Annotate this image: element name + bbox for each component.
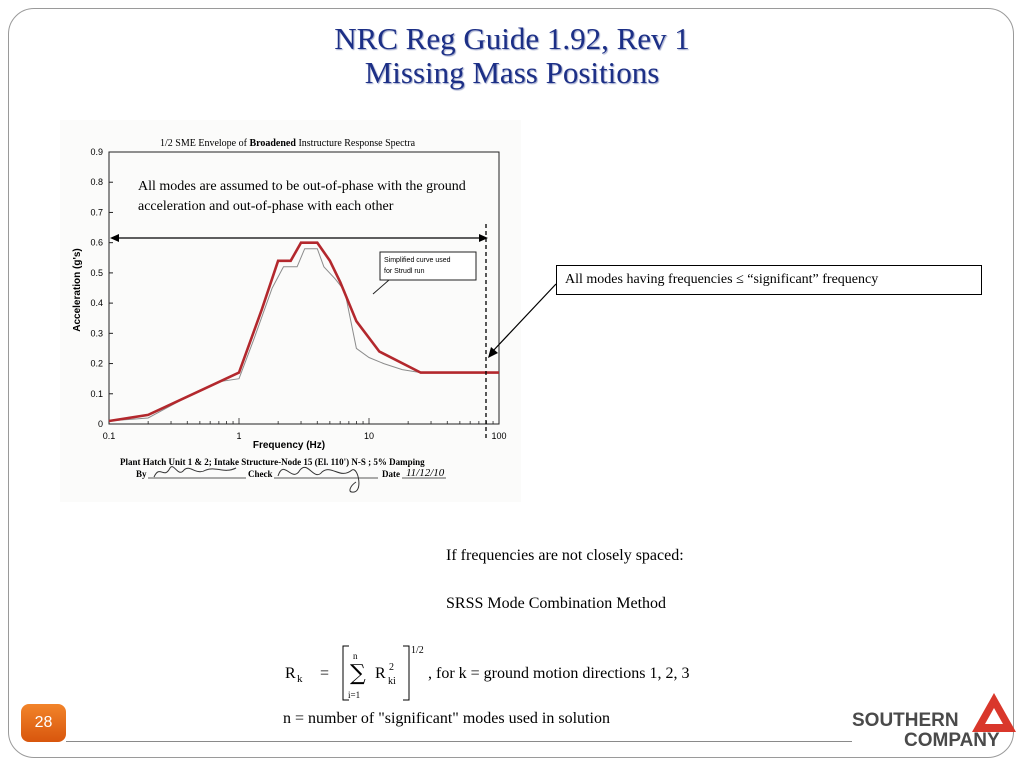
southern-company-logo: SOUTHERN COMPANY [852, 692, 1020, 756]
formula-lhs: R [285, 665, 296, 682]
y-tick-label: 0.9 [90, 147, 103, 157]
raw-spectrum-curve [108, 248, 460, 422]
formula-term: R [375, 665, 386, 682]
legend-label-line-1: Simplified curve used [384, 257, 451, 264]
formula-equals: = [320, 665, 329, 682]
title-line-1: NRC Reg Guide 1.92, Rev 1 [334, 21, 690, 56]
logo-triangle-icon [972, 693, 1016, 732]
formula-term-subscript: ki [388, 676, 396, 687]
title-line-2: Missing Mass Positions [364, 55, 660, 90]
simplified-spectrum-curve [108, 241, 499, 423]
page-number-badge: 28 [21, 704, 66, 742]
footer-divider [66, 741, 852, 742]
callout-arrow-line [491, 283, 557, 353]
check-signature [277, 467, 360, 493]
x-tick-label: 0.1 [103, 431, 116, 441]
chart-header: 1/2 SME Envelope of Broadened Instructur… [160, 138, 416, 149]
by-label: By [136, 469, 147, 479]
x-tick-label: 10 [364, 431, 374, 441]
y-tick-label: 0.7 [90, 207, 103, 217]
slide-title: NRC Reg Guide 1.92, Rev 1 Missing Mass P… [0, 22, 1024, 90]
arrow-head-right [479, 234, 488, 242]
check-label: Check [248, 469, 273, 479]
response-spectra-plot: 1/2 SME Envelope of Broadened Instructur… [72, 138, 507, 493]
y-tick-label: 0.8 [90, 177, 103, 187]
y-tick-label: 0.3 [90, 328, 103, 338]
formula-condition: , for k = ground motion directions 1, 2,… [428, 665, 689, 682]
x-tick-label: 100 [491, 431, 506, 441]
x-axis-label: Frequency (Hz) [253, 440, 325, 451]
arrow-head-left [110, 234, 119, 242]
significant-frequency-callout: All modes having frequencies ≤ “signific… [556, 265, 982, 295]
callout-arrow [488, 283, 557, 358]
y-axis-label: Acceleration (g's) [72, 248, 83, 332]
legend-label-line-2: for Strudl run [384, 268, 425, 275]
formula-left-bracket [342, 645, 349, 701]
out-of-phase-note: All modes are assumed to be out-of-phase… [138, 179, 466, 214]
y-tick-label: 0 [98, 419, 103, 429]
srss-method-text: SRSS Mode Combination Method [446, 595, 667, 612]
n-definition-text: n = number of "significant" modes used i… [283, 710, 610, 727]
slide-frame [8, 8, 1014, 758]
y-tick-label: 0.5 [90, 268, 103, 278]
y-tick-label: 0.2 [90, 359, 103, 369]
srss-formula: R k = n ∑ i=1 R 2 ki 1/2 , for k = groun… [285, 645, 689, 701]
callout-arrow-head [488, 347, 498, 358]
formula-exponent: 1/2 [411, 645, 424, 656]
chart-footer-line-1: Plant Hatch Unit 1 & 2; Intake Structure… [120, 457, 425, 467]
legend-pointer [372, 279, 390, 295]
y-tick-label: 0.4 [90, 298, 103, 308]
y-tick-label: 0.6 [90, 238, 103, 248]
formula-sum-bottom: i=1 [348, 690, 360, 700]
by-signature [153, 466, 237, 478]
formula-right-bracket [403, 645, 410, 701]
logo-line-2: COMPANY [904, 730, 1000, 751]
date-label: Date [382, 469, 400, 479]
not-closely-spaced-text: If frequencies are not closely spaced: [446, 547, 684, 564]
formula-lhs-subscript: k [297, 673, 303, 685]
logo-line-1: SOUTHERN [852, 710, 959, 731]
y-tick-label: 0.1 [90, 389, 103, 399]
x-tick-label: 1 [236, 431, 241, 441]
formula-term-superscript: 2 [389, 662, 394, 673]
plot-area [108, 151, 500, 425]
date-value: 11/12/10 [406, 467, 445, 479]
response-spectra-chart: 1/2 SME Envelope of Broadened Instructur… [60, 120, 521, 502]
legend-box [379, 251, 477, 281]
formula-sum-symbol: ∑ [350, 661, 366, 686]
formula-sum-top: n [353, 651, 358, 661]
